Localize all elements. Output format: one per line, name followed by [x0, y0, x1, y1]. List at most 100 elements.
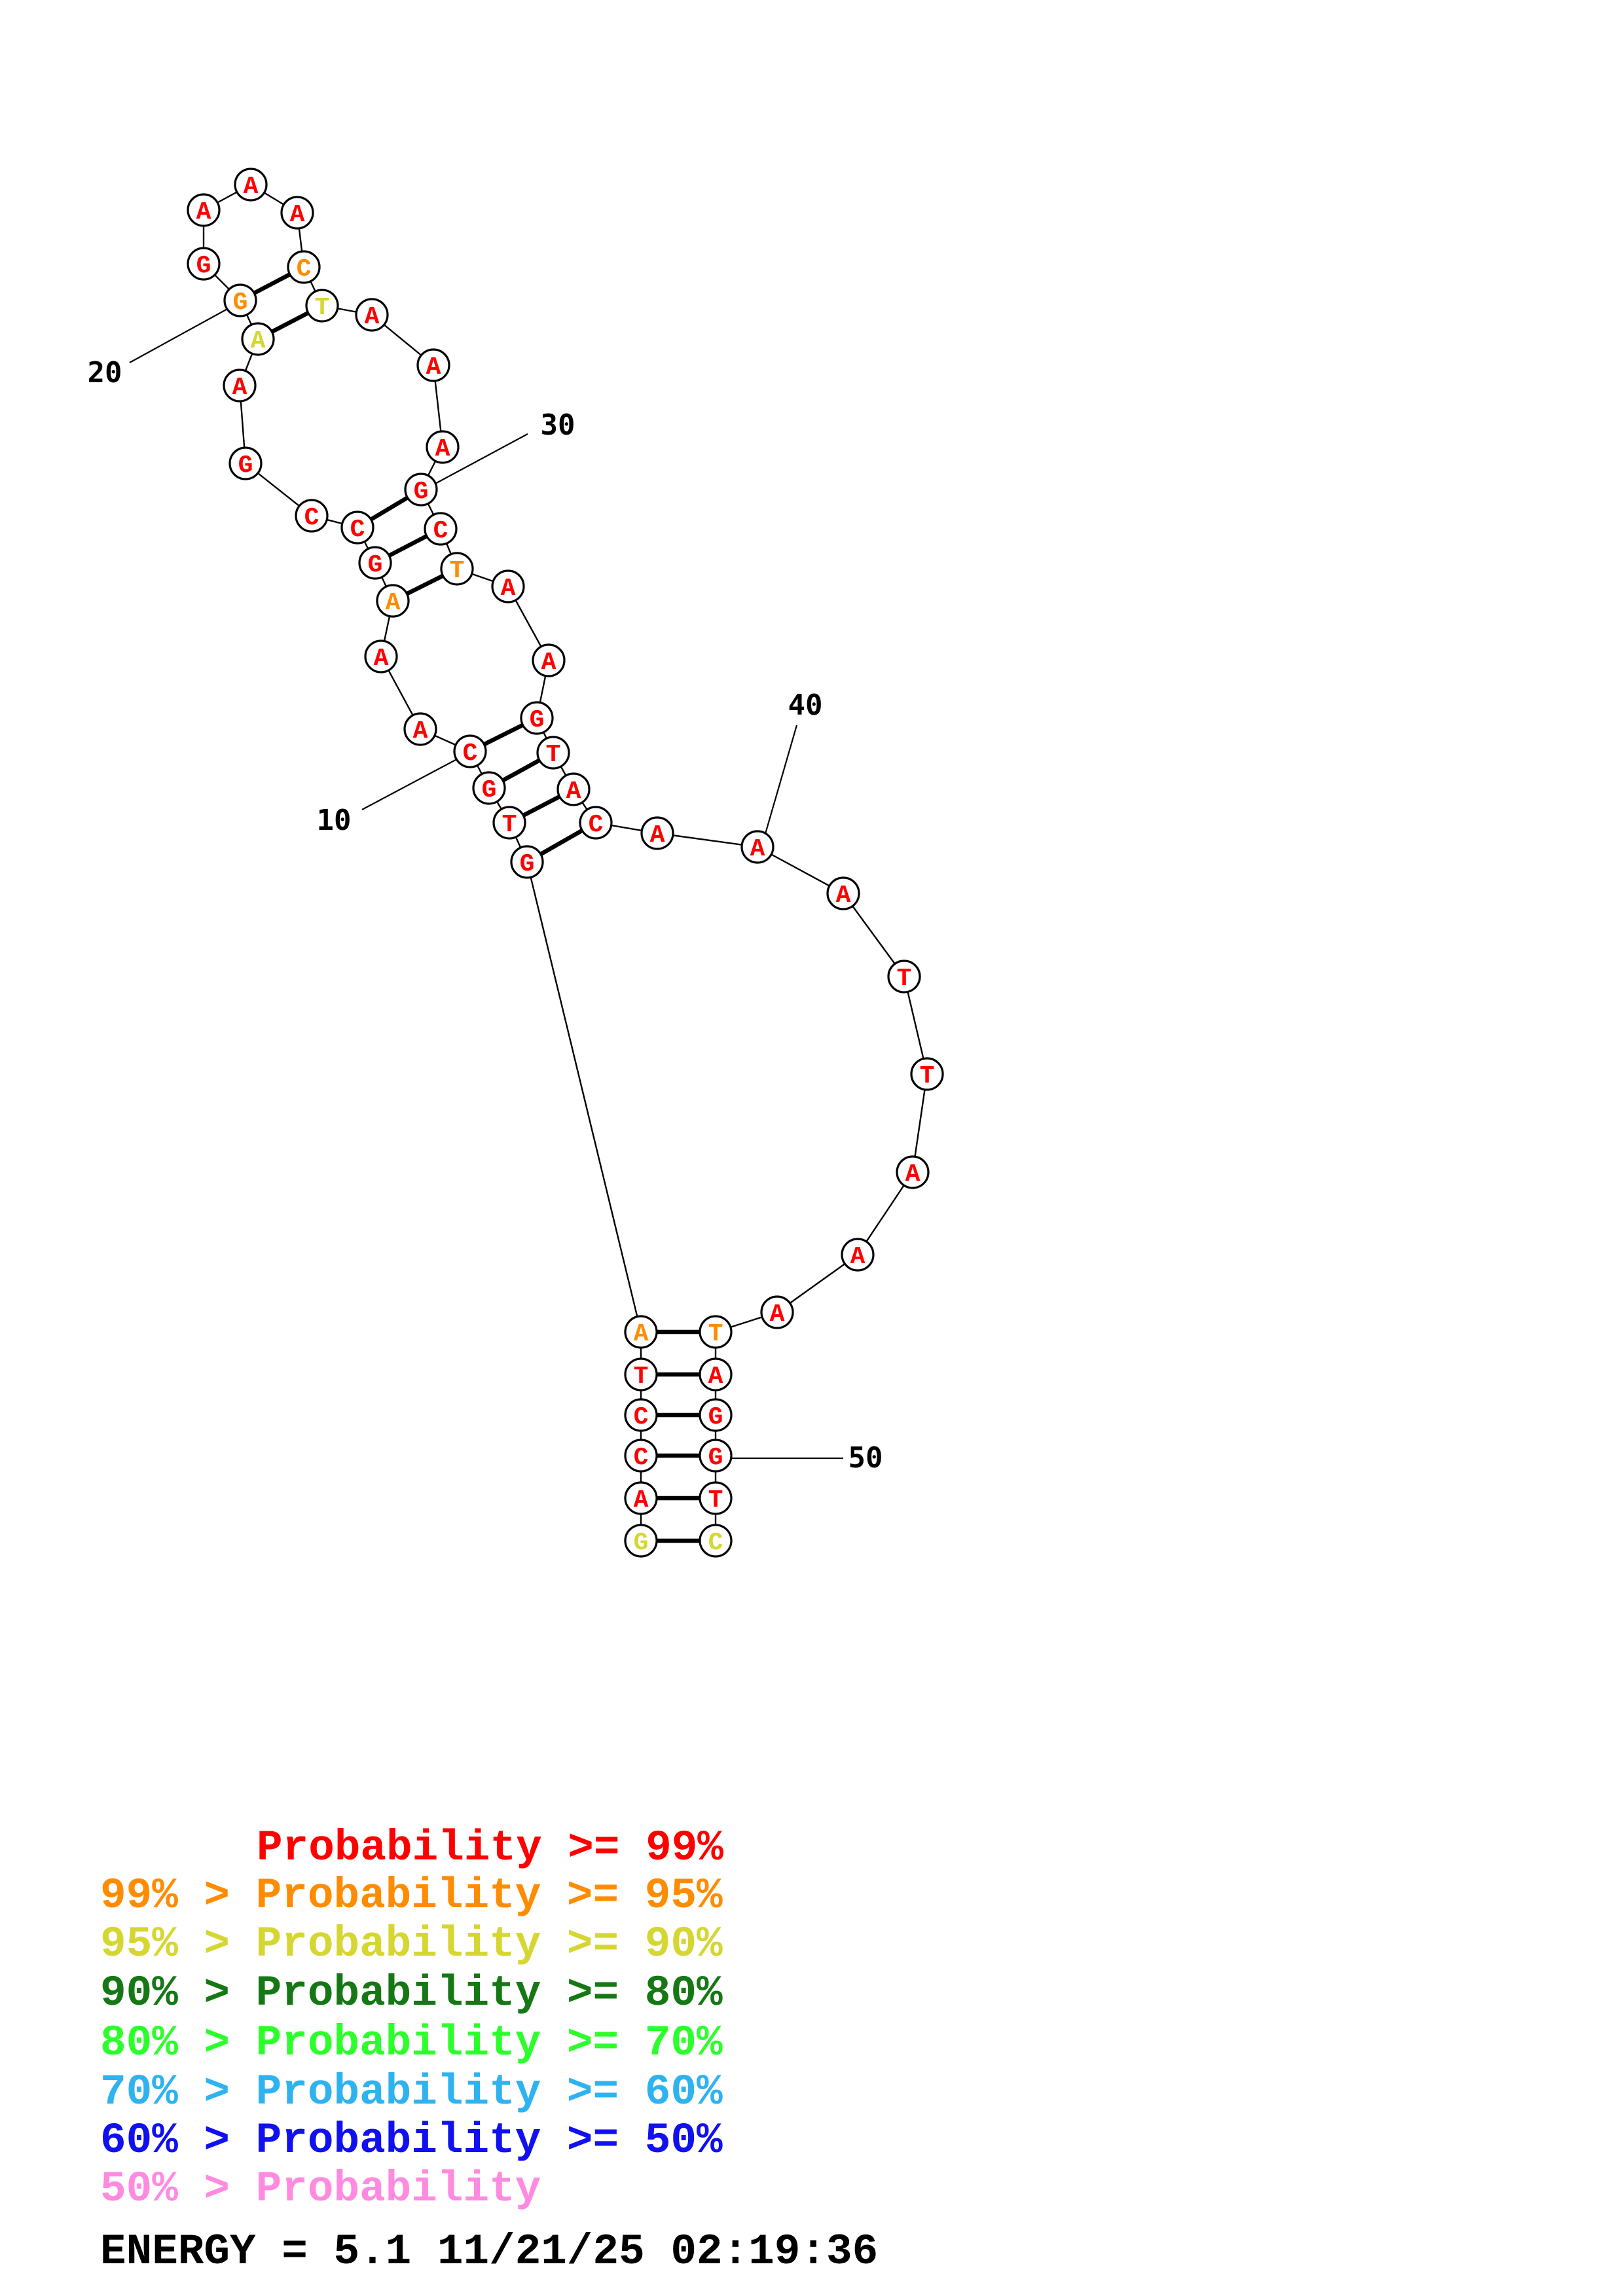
nucleotide-base-letter: G: [634, 1529, 649, 1557]
nucleotide-circle: [440, 552, 474, 586]
nucleotide-base-letter: G: [708, 1403, 723, 1431]
nucleotide-45-A: A: [841, 1238, 875, 1272]
nucleotide-4-C: C: [624, 1398, 658, 1432]
nucleotide-base-letter: G: [196, 252, 211, 280]
backbone-segment-41-42: [843, 893, 905, 977]
nucleotide-circle: [187, 193, 221, 227]
nucleotide-base-letter: C: [304, 504, 319, 532]
nucleotide-circle: [472, 771, 506, 805]
nucleotide-31-C: C: [424, 512, 458, 546]
nucleotide-base-letter: A: [770, 1300, 785, 1329]
nucleotide-30-G: G: [404, 473, 438, 507]
nucleotide-6-A: A: [624, 1315, 658, 1349]
nucleotide-48-A: A: [699, 1357, 733, 1391]
nucleotide-circle: [364, 639, 398, 673]
legend-row-1: Probability >= 99%: [257, 1823, 723, 1873]
nucleotide-circle: [556, 772, 591, 806]
nucleotide-circle: [426, 430, 460, 464]
nucleotide-20-G: G: [223, 283, 257, 317]
legend-row-6: 70% > Probability >= 60%: [100, 2068, 723, 2117]
nucleotide-circle: [223, 368, 257, 403]
nucleotide-39-A: A: [640, 816, 674, 850]
nucleotide-circle: [234, 168, 268, 202]
nucleotide-3-C: C: [624, 1439, 658, 1473]
nucleotide-circle: [510, 845, 544, 879]
position-label-40: 40: [788, 689, 823, 722]
nucleotide-circle: [358, 546, 392, 580]
nucleotide-base-letter: G: [482, 776, 497, 804]
nucleotide-base-letter: A: [541, 649, 556, 677]
nucleotide-circle: [699, 1315, 733, 1349]
nucleotide-base-letter: A: [905, 1160, 921, 1189]
nucleotide-base-letter: A: [196, 198, 211, 226]
nucleotide-circle: [640, 816, 674, 850]
position-label-line-30: [424, 433, 528, 490]
legend-row-2: 99% > Probability >= 95%: [100, 1871, 723, 1920]
nucleotide-base-letter: A: [634, 1486, 649, 1515]
nucleotide-22-A: A: [187, 193, 221, 227]
nucleotide-base-letter: G: [708, 1444, 723, 1472]
nucleotide-base-letter: A: [850, 1243, 866, 1271]
nucleotide-base-letter: C: [634, 1403, 649, 1431]
position-label-10: 10: [317, 804, 352, 837]
nucleotide-17-G: G: [228, 446, 263, 480]
nucleotide-base-letter: A: [501, 575, 516, 603]
nucleotide-circle: [295, 499, 329, 533]
nucleotide-circle: [624, 1398, 658, 1432]
position-label-line-40: [759, 725, 798, 850]
nucleotide-circle: [453, 734, 487, 768]
nucleotide-base-letter: A: [365, 303, 380, 331]
nucleotide-base-letter: C: [589, 811, 604, 839]
nucleotide-circle: [241, 322, 275, 356]
nucleotide-35-G: G: [520, 701, 554, 735]
nucleotide-circle: [223, 283, 257, 317]
nucleotide-circle: [699, 1398, 733, 1432]
nucleotide-10-C: C: [453, 734, 487, 768]
nucleotide-27-A: A: [355, 298, 389, 332]
nucleotide-8-T: T: [492, 806, 526, 840]
nucleotide-7-G: G: [510, 845, 544, 879]
nucleotide-circle: [624, 1315, 658, 1349]
nucleotide-circle: [896, 1155, 930, 1189]
nucleotide-19-A: A: [241, 322, 275, 356]
nucleotide-49-G: G: [699, 1398, 733, 1432]
nucleotide-circle: [579, 806, 613, 840]
nucleotide-51-T: T: [699, 1481, 733, 1515]
position-label-line-20: [129, 307, 230, 363]
base-pair-bonds: [239, 265, 716, 1543]
nucleotide-base-letter: A: [708, 1363, 723, 1391]
nucleotide-base-letter: T: [920, 1062, 935, 1090]
nucleotide-circle: [187, 247, 221, 281]
nucleotide-14-G: G: [358, 546, 392, 580]
nucleotide-base-letter: A: [836, 882, 851, 910]
backbone: [202, 183, 928, 1541]
nucleotide-base-letter: G: [520, 850, 535, 878]
nucleotide-base-letter: G: [238, 452, 253, 480]
nucleotide-base-letter: A: [413, 717, 428, 745]
nucleotide-base-letter: A: [750, 835, 765, 863]
nucleotide-base-letter: T: [315, 294, 330, 322]
nucleotide-base-letter: A: [426, 353, 441, 382]
nucleotide-circle: [492, 806, 526, 840]
nucleotide-base-letter: A: [435, 435, 450, 463]
nucleotide-circle: [624, 1481, 658, 1515]
nucleotide-12-A: A: [364, 639, 398, 673]
nucleotide-circle: [416, 348, 450, 382]
nucleotide-base-letter: A: [634, 1320, 649, 1348]
nucleotide-circle: [491, 569, 525, 603]
position-label-30: 30: [541, 408, 575, 442]
nucleotide-circle: [760, 1295, 794, 1329]
nucleotide-base-letter: T: [708, 1320, 723, 1348]
nucleotide-circle: [520, 701, 554, 735]
nucleotide-circle: [699, 1439, 733, 1473]
nucleotide-circle: [740, 830, 775, 864]
nucleotide-base-letter: C: [297, 255, 312, 283]
position-label-lines: [129, 307, 843, 1460]
probability-legend: Probability >= 99%99% > Probability >= 9…: [100, 1823, 723, 2214]
nucleotide-28-A: A: [416, 348, 450, 382]
nucleotide-circle: [536, 736, 570, 770]
nucleotide-base-letter: C: [708, 1529, 723, 1557]
nucleotide-base-letter: T: [708, 1486, 723, 1515]
position-label-20: 20: [88, 356, 122, 389]
